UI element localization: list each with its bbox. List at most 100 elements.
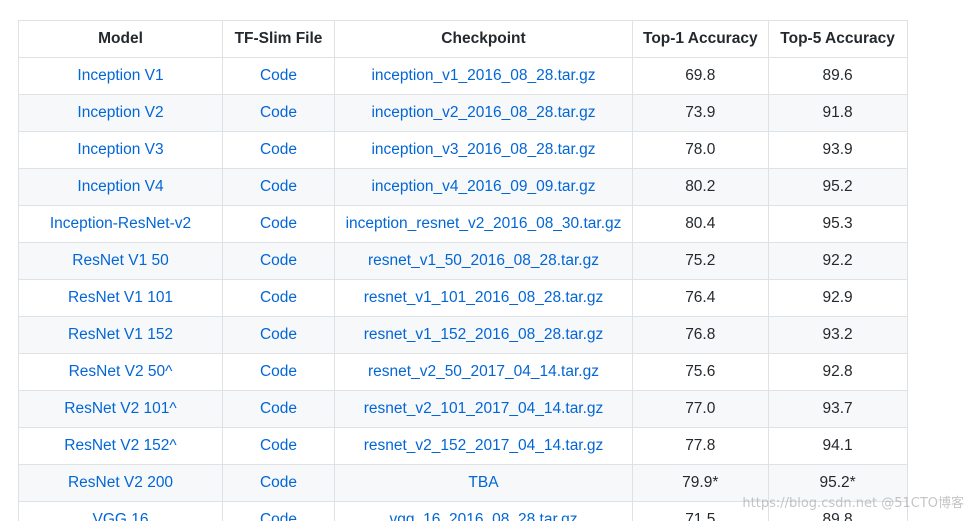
code-link[interactable]: Code [259, 437, 298, 454]
top1-accuracy-cell: 75.6 [632, 353, 769, 391]
top5-accuracy-cell: 95.2* [767, 464, 908, 502]
table-row: Inception-ResNet-v2 Code inception_resnet_… [18, 205, 908, 243]
model-link[interactable]: ResNet V2 152^ [64, 437, 177, 454]
checkpoint-link[interactable]: inception_v3_2016_08_28.tar.gz [371, 141, 596, 158]
header-top1-accuracy: Top-1 Accuracy [632, 20, 769, 58]
file-cell: Code [222, 427, 335, 465]
model-link[interactable]: Inception V3 [77, 141, 164, 158]
table-row: VGG 16 Code vgg_16_2016_08_28.tar.gz 71.5 89… [18, 501, 908, 521]
model-link[interactable]: Inception V1 [77, 67, 164, 84]
checkpoint-link[interactable]: inception_v1_2016_08_28.tar.gz [371, 67, 596, 84]
table-row: ResNet V2 101^ Code resnet_v2_101_2017_04_… [18, 390, 908, 428]
checkpoint-cell: TBA [334, 464, 633, 502]
checkpoint-cell: resnet_v2_50_2017_04_14.tar.gz [334, 353, 633, 391]
checkpoint-link[interactable]: resnet_v1_101_2016_08_28.tar.gz [363, 289, 604, 306]
model-link[interactable]: ResNet V1 152 [67, 326, 174, 343]
file-cell: Code [222, 57, 335, 95]
checkpoint-link[interactable]: resnet_v2_101_2017_04_14.tar.gz [363, 400, 604, 417]
checkpoint-link[interactable]: inception_resnet_v2_2016_08_30.tar.gz [345, 215, 622, 232]
header-checkpoint: Checkpoint [334, 20, 633, 58]
top1-accuracy-cell: 77.8 [632, 427, 769, 465]
checkpoint-link[interactable]: resnet_v2_152_2017_04_14.tar.gz [363, 437, 604, 454]
checkpoint-link[interactable]: TBA [468, 474, 499, 491]
checkpoint-link[interactable]: vgg_16_2016_08_28.tar.gz [389, 511, 578, 521]
code-link[interactable]: Code [259, 511, 298, 521]
file-cell: Code [222, 131, 335, 169]
table-row: ResNet V1 50 Code resnet_v1_50_2016_08_28.… [18, 242, 908, 280]
top1-accuracy-cell: 79.9* [632, 464, 769, 502]
top1-accuracy-cell: 80.4 [632, 205, 769, 243]
model-link[interactable]: ResNet V2 50^ [68, 363, 173, 380]
model-link[interactable]: Inception-ResNet-v2 [49, 215, 192, 232]
model-cell: Inception V4 [18, 168, 223, 206]
table-row: ResNet V2 152^ Code resnet_v2_152_2017_04_… [18, 427, 908, 465]
file-cell: Code [222, 501, 335, 521]
table-row: ResNet V1 152 Code resnet_v1_152_2016_08_2… [18, 316, 908, 354]
top5-accuracy-cell: 92.9 [767, 279, 908, 317]
header-top5-accuracy: Top-5 Accuracy [767, 20, 908, 58]
checkpoint-link[interactable]: resnet_v2_50_2017_04_14.tar.gz [368, 363, 599, 380]
model-cell: ResNet V1 50 [18, 242, 223, 280]
code-link[interactable]: Code [259, 104, 298, 121]
top5-accuracy-cell: 95.3 [767, 205, 908, 243]
model-link[interactable]: ResNet V1 101 [67, 289, 174, 306]
top5-accuracy-cell: 94.1 [767, 427, 908, 465]
top1-accuracy-cell: 76.4 [632, 279, 769, 317]
watermark: https://blog.csdn.net @51CTO博客 [742, 496, 964, 511]
model-cell: ResNet V1 101 [18, 279, 223, 317]
code-link[interactable]: Code [259, 400, 298, 417]
top1-accuracy-cell: 69.8 [632, 57, 769, 95]
file-cell: Code [222, 94, 335, 132]
table-row: Inception V3 Code inception_v3_2016_08_28.… [18, 131, 908, 169]
model-cell: ResNet V2 200 [18, 464, 223, 502]
top5-accuracy-cell: 93.9 [767, 131, 908, 169]
top1-accuracy-cell: 73.9 [632, 94, 769, 132]
code-link[interactable]: Code [259, 474, 298, 491]
checkpoint-cell: resnet_v1_101_2016_08_28.tar.gz [334, 279, 633, 317]
code-link[interactable]: Code [259, 215, 298, 232]
top5-accuracy-cell: 91.8 [767, 94, 908, 132]
code-link[interactable]: Code [259, 141, 298, 158]
model-cell: ResNet V2 50^ [18, 353, 223, 391]
file-cell: Code [222, 279, 335, 317]
model-link[interactable]: ResNet V2 200 [67, 474, 174, 491]
model-link[interactable]: ResNet V1 50 [72, 252, 169, 269]
top1-accuracy-cell: 76.8 [632, 316, 769, 354]
table-row: Inception V2 Code inception_v2_2016_08_28.… [18, 94, 908, 132]
file-cell: Code [222, 205, 335, 243]
code-link[interactable]: Code [259, 252, 298, 269]
checkpoint-cell: inception_v4_2016_09_09.tar.gz [334, 168, 633, 206]
top5-accuracy-cell: 89.8 [767, 501, 908, 521]
code-link[interactable]: Code [259, 289, 298, 306]
model-cell: Inception-ResNet-v2 [18, 205, 223, 243]
model-link[interactable]: ResNet V2 101^ [64, 400, 177, 417]
table-header-row: Model TF-Slim File Checkpoint Top-1 Accu… [18, 20, 908, 58]
checkpoint-cell: inception_resnet_v2_2016_08_30.tar.gz [334, 205, 633, 243]
checkpoint-link[interactable]: inception_v4_2016_09_09.tar.gz [371, 178, 596, 195]
checkpoint-link[interactable]: resnet_v1_50_2016_08_28.tar.gz [368, 252, 599, 269]
table-row: ResNet V1 101 Code resnet_v1_101_2016_08_2… [18, 279, 908, 317]
model-link[interactable]: VGG 16 [92, 511, 149, 521]
code-link[interactable]: Code [259, 326, 298, 343]
table-body: Inception V1 Code inception_v1_2016_08_28.… [18, 57, 908, 521]
header-model: Model [18, 20, 223, 58]
top5-accuracy-cell: 93.2 [767, 316, 908, 354]
checkpoint-link[interactable]: resnet_v1_152_2016_08_28.tar.gz [363, 326, 604, 343]
top5-accuracy-cell: 95.2 [767, 168, 908, 206]
model-cell: ResNet V1 152 [18, 316, 223, 354]
top5-accuracy-cell: 92.2 [767, 242, 908, 280]
file-cell: Code [222, 168, 335, 206]
top5-accuracy-cell: 92.8 [767, 353, 908, 391]
model-link[interactable]: Inception V2 [77, 104, 164, 121]
code-link[interactable]: Code [259, 178, 298, 195]
checkpoint-cell: inception_v1_2016_08_28.tar.gz [334, 57, 633, 95]
checkpoint-link[interactable]: inception_v2_2016_08_28.tar.gz [371, 104, 596, 121]
code-link[interactable]: Code [259, 67, 298, 84]
top5-accuracy-cell: 89.6 [767, 57, 908, 95]
checkpoint-cell: inception_v2_2016_08_28.tar.gz [334, 94, 633, 132]
model-cell: ResNet V2 152^ [18, 427, 223, 465]
code-link[interactable]: Code [259, 363, 298, 380]
header-tf-slim-file: TF-Slim File [222, 20, 335, 58]
model-link[interactable]: Inception V4 [77, 178, 164, 195]
